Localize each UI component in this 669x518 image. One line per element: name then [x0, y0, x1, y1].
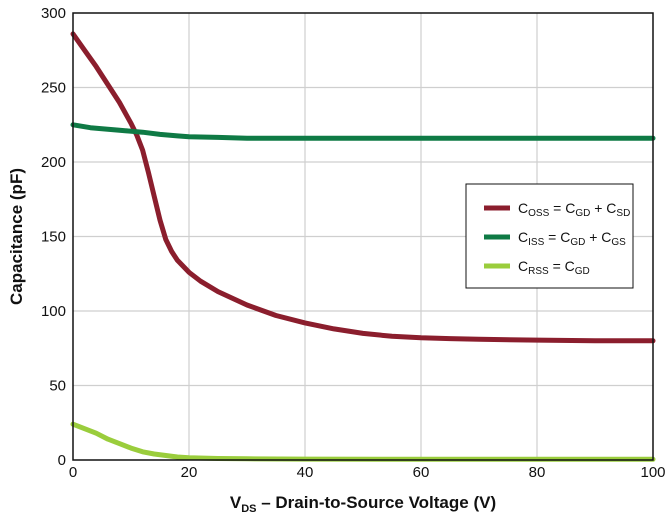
x-tick-label: 80 — [529, 464, 546, 481]
plot-frame — [72, 12, 654, 461]
y-tick-label: 0 — [58, 452, 66, 469]
series-lines — [70, 31, 656, 462]
y-tick-label: 200 — [41, 154, 66, 171]
y-tick-labels: 0 50 100 150 200 250 300 — [41, 5, 66, 469]
series-line-1 — [70, 122, 656, 141]
x-axis-label-rest: – Drain-to-Source Voltage (V) — [257, 493, 497, 512]
x-tick-label: 20 — [181, 464, 198, 481]
legend-label-2: CRSS = CGD — [518, 258, 590, 277]
grid-lines — [73, 13, 653, 460]
x-tick-labels: 0 20 40 60 80 100 — [69, 464, 666, 481]
x-tick-label: 100 — [640, 464, 665, 481]
y-tick-label: 100 — [41, 303, 66, 320]
x-axis-label: VDS – Drain-to-Source Voltage (V) — [230, 493, 496, 515]
y-tick-label: 300 — [41, 5, 66, 22]
x-tick-label: 40 — [297, 464, 314, 481]
y-tick-label: 150 — [41, 229, 66, 246]
x-tick-label: 60 — [413, 464, 430, 481]
x-axis-label-sub: DS — [241, 503, 256, 515]
x-axis-label-main: V — [230, 493, 242, 512]
legend-label-1: CISS = CGD + CGS — [518, 229, 626, 248]
y-axis-label: Capacitance (pF) — [7, 168, 26, 305]
series-line-0 — [70, 31, 656, 344]
y-tick-label: 50 — [49, 378, 66, 395]
y-tick-label: 250 — [41, 80, 66, 97]
legend: COSS = CGD + CSD CISS = CGD + CGS CRSS = C… — [465, 183, 634, 289]
x-tick-label: 0 — [69, 464, 77, 481]
legend-label-0: COSS = CGD + CSD — [518, 200, 630, 219]
series-line-2 — [70, 421, 656, 462]
